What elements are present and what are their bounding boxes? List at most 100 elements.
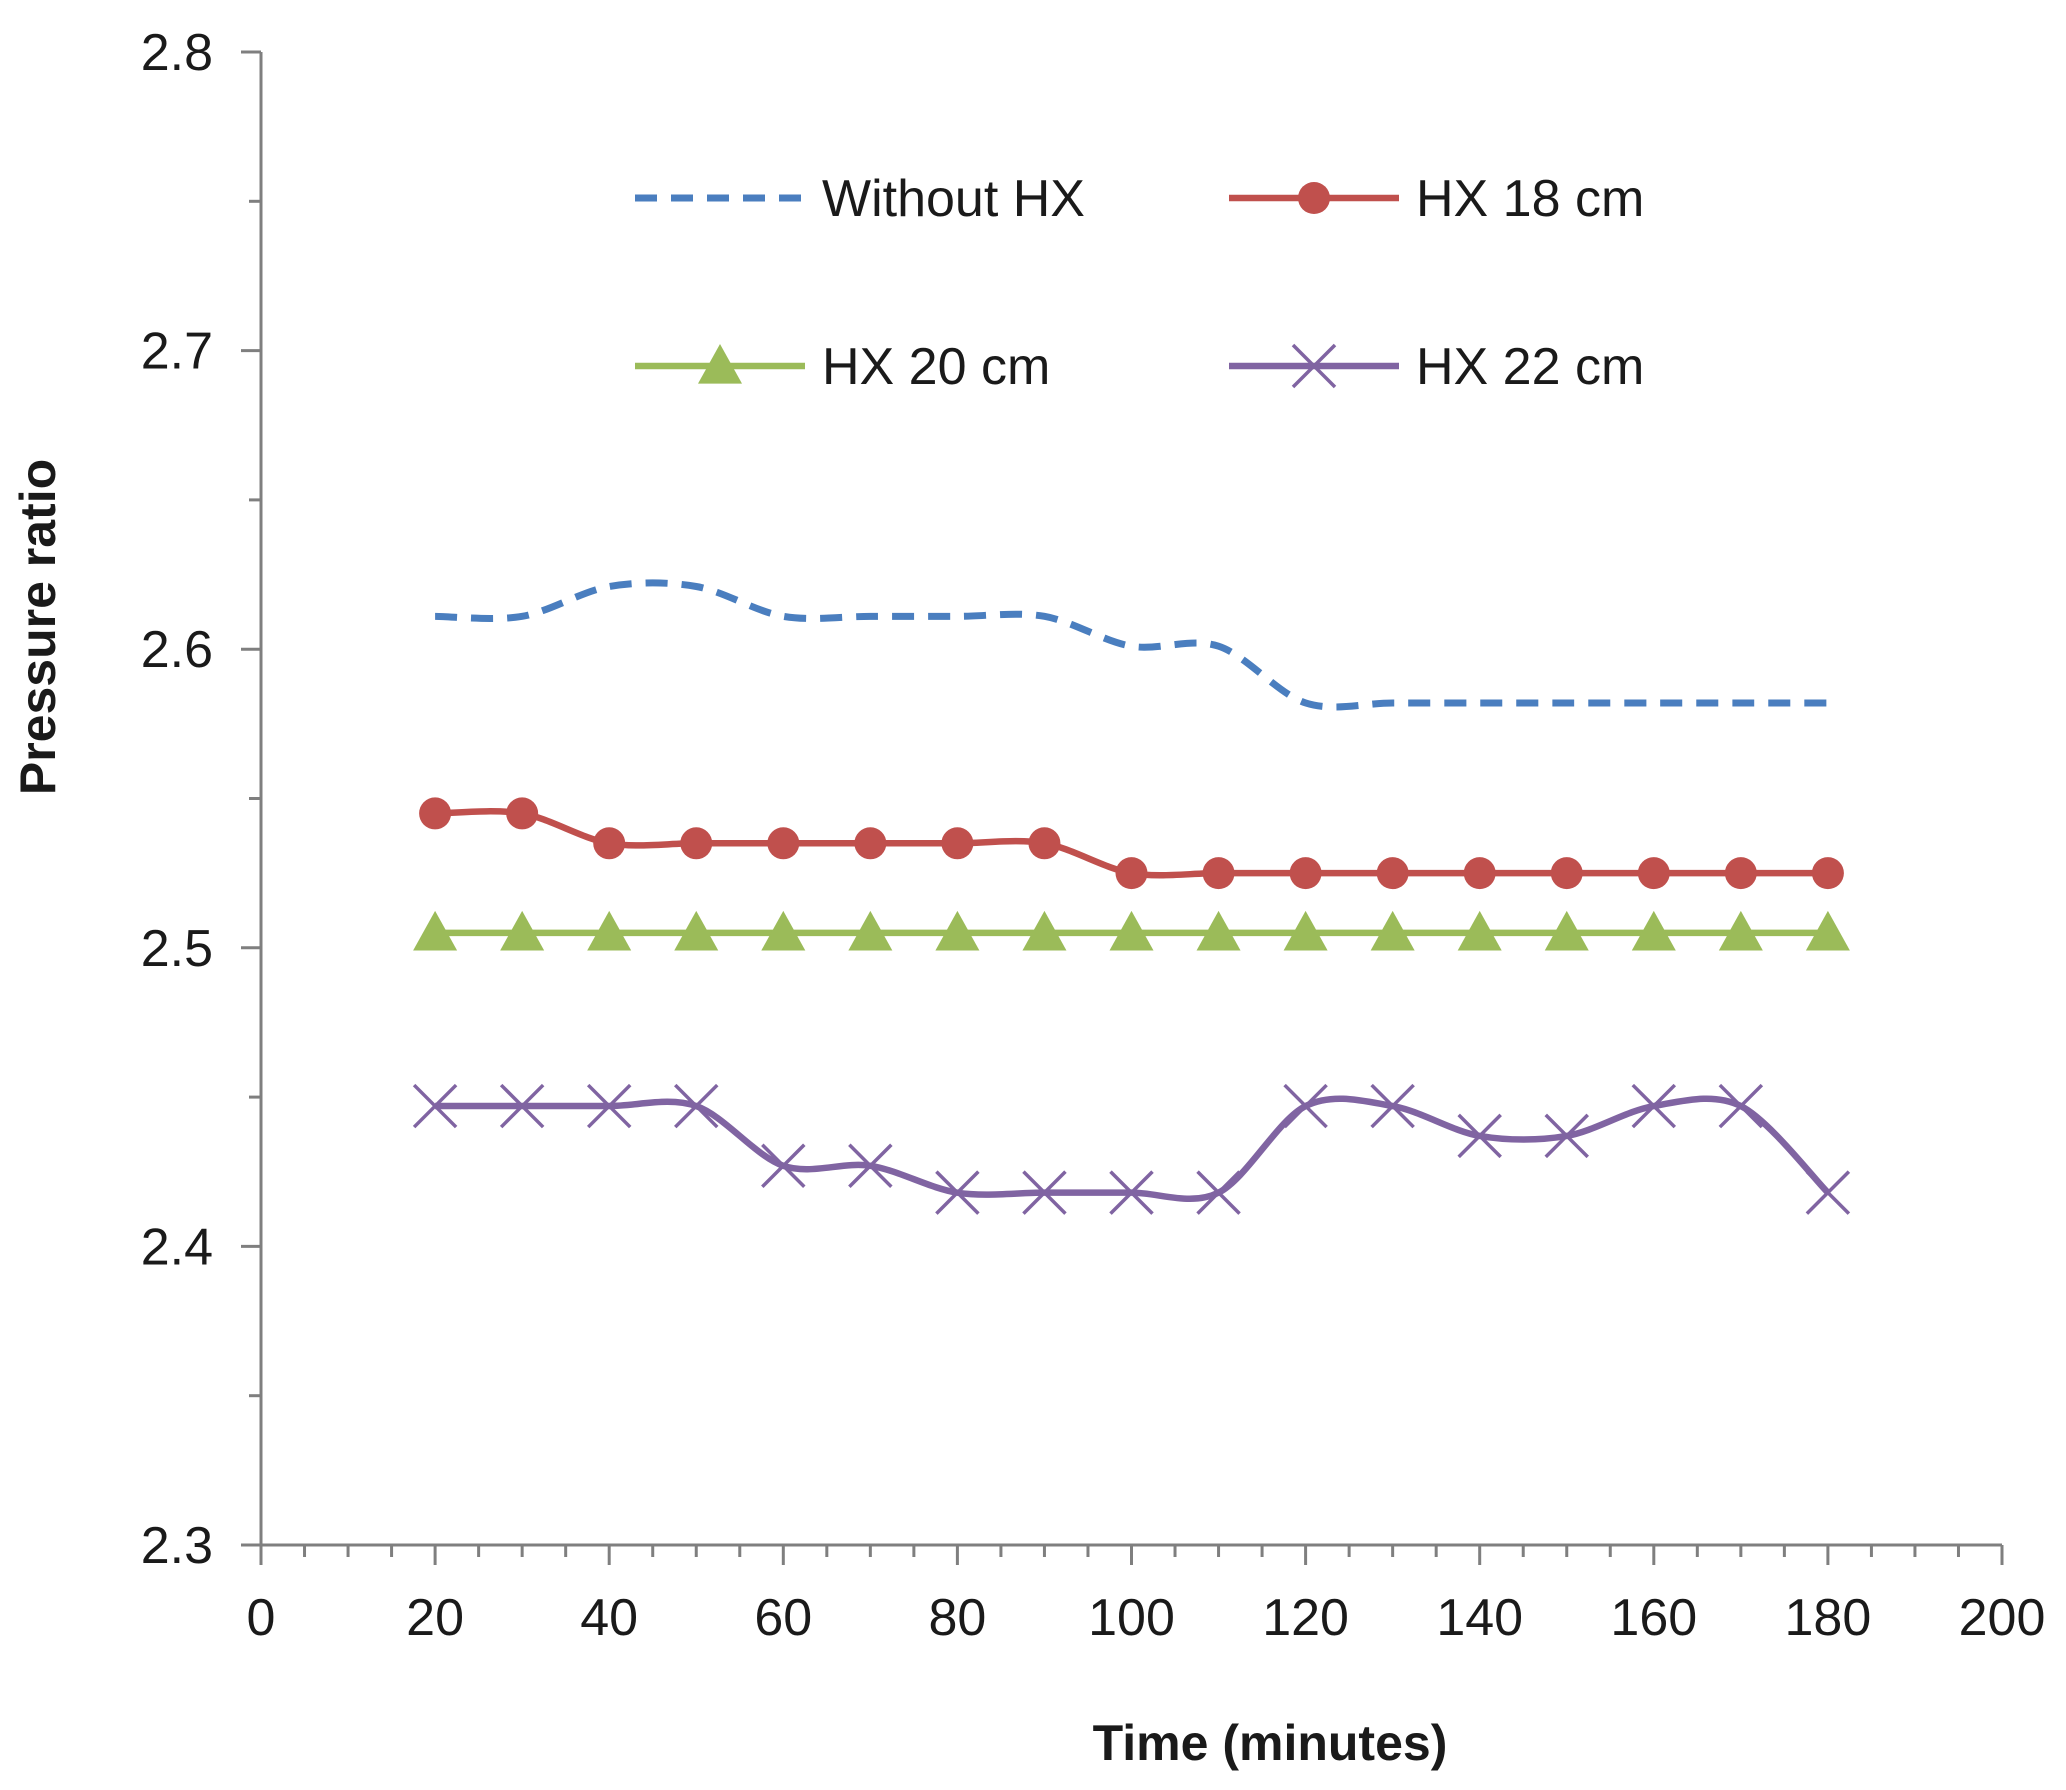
data-point-hx-20-cm xyxy=(1370,910,1415,951)
data-point-hx-18-cm xyxy=(1550,857,1583,890)
x-marker-stroke xyxy=(935,1170,980,1215)
data-point-hx-20-cm xyxy=(1283,910,1328,951)
data-point-hx-20-cm xyxy=(761,910,806,951)
x-tick-label: 100 xyxy=(1088,1589,1175,1647)
data-point-hx-20-cm xyxy=(1457,910,1502,951)
data-point-hx-22-cm xyxy=(1805,1170,1851,1215)
data-point-hx-22-cm xyxy=(412,1083,458,1129)
x-marker-stroke xyxy=(499,1083,545,1129)
legend-marker-hx-18-cm xyxy=(1298,182,1330,214)
x-marker-stroke xyxy=(1283,1083,1328,1129)
data-point-hx-22-cm xyxy=(1457,1113,1502,1159)
data-point-hx-22-cm xyxy=(1022,1170,1067,1215)
data-point-hx-18-cm xyxy=(1115,857,1148,890)
y-tick-label: 2.5 xyxy=(141,920,213,978)
x-marker-stroke xyxy=(1370,1083,1415,1129)
x-marker-stroke xyxy=(1457,1113,1502,1159)
data-point-hx-18-cm xyxy=(1724,857,1757,890)
x-tick-label: 40 xyxy=(580,1589,638,1647)
data-point-hx-20-cm xyxy=(500,910,545,951)
legend-label-hx-20-cm: HX 20 cm xyxy=(822,338,1050,396)
y-tick-label: 2.8 xyxy=(141,24,213,82)
legend-entry-hx-18-cm: HX 18 cm xyxy=(1229,170,1644,228)
legend-entry-hx-22-cm: HX 22 cm xyxy=(1229,338,1644,396)
data-point-hx-20-cm xyxy=(1196,910,1241,951)
data-point-hx-22-cm xyxy=(1283,1083,1328,1129)
series-line-without-hx xyxy=(435,579,1828,711)
data-point-hx-22-cm xyxy=(935,1170,980,1215)
y-tick-label: 2.6 xyxy=(141,621,213,679)
legend: Without HX HX 18 cm HX 20 cm HX 22 cm xyxy=(635,170,1644,396)
data-point-hx-22-cm xyxy=(1370,1083,1415,1129)
data-point-hx-18-cm xyxy=(854,827,887,860)
x-tick-label: 160 xyxy=(1610,1589,1697,1647)
data-point-hx-18-cm xyxy=(1637,857,1670,890)
data-point-hx-22-cm xyxy=(499,1083,545,1129)
legend-entry-without-hx: Without HX xyxy=(635,170,1085,228)
data-point-hx-18-cm xyxy=(1376,857,1409,890)
x-marker-stroke xyxy=(848,1143,893,1189)
x-marker-stroke xyxy=(412,1083,458,1129)
data-point-hx-20-cm xyxy=(587,910,632,951)
x-tick-label: 120 xyxy=(1262,1589,1349,1647)
x-marker-stroke xyxy=(1196,1170,1241,1215)
x-marker-stroke xyxy=(1544,1113,1589,1159)
legend-label-hx-18-cm: HX 18 cm xyxy=(1416,170,1644,228)
data-point-hx-18-cm xyxy=(1028,827,1061,860)
data-point-hx-20-cm xyxy=(674,910,719,951)
x-marker-stroke xyxy=(1291,343,1337,389)
x-tick-label: 140 xyxy=(1436,1589,1523,1647)
x-tick-label: 180 xyxy=(1785,1589,1872,1647)
data-point-hx-18-cm xyxy=(767,827,800,860)
y-tick-label: 2.7 xyxy=(141,323,213,381)
series-layer xyxy=(412,579,1851,1215)
x-marker-stroke xyxy=(586,1083,632,1129)
x-tick-label: 0 xyxy=(247,1589,276,1647)
data-point-hx-22-cm xyxy=(1544,1113,1589,1159)
series-hx-20-cm xyxy=(413,910,1850,951)
axes: 2.3 2.4 2.5 2.6 2.7 2.8 0 20 40 60 80 100 120 140 160 1… xyxy=(141,24,2046,1647)
data-point-hx-22-cm xyxy=(1718,1083,1764,1129)
data-point-hx-20-cm xyxy=(1718,910,1763,951)
data-point-hx-20-cm xyxy=(848,910,893,951)
legend-label-hx-22-cm: HX 22 cm xyxy=(1416,338,1644,396)
y-tick-label: 2.3 xyxy=(141,1517,213,1575)
legend-marker-hx-22-cm xyxy=(1291,343,1337,389)
x-marker-stroke xyxy=(1805,1170,1851,1215)
data-point-hx-20-cm xyxy=(1805,910,1850,951)
data-point-hx-18-cm xyxy=(1289,857,1322,890)
series-hx-18-cm xyxy=(419,797,1844,890)
x-marker-stroke xyxy=(1022,1170,1067,1215)
x-marker-stroke xyxy=(1109,1170,1154,1215)
x-tick-label: 60 xyxy=(754,1589,812,1647)
data-point-hx-18-cm xyxy=(941,827,974,860)
data-point-hx-22-cm xyxy=(761,1143,806,1189)
data-point-hx-18-cm xyxy=(680,827,713,860)
data-point-hx-22-cm xyxy=(848,1143,893,1189)
data-point-hx-18-cm xyxy=(1202,857,1235,890)
y-axis-title: Pressure ratio xyxy=(10,459,66,795)
data-point-hx-18-cm xyxy=(506,797,539,830)
data-point-hx-22-cm xyxy=(1109,1170,1154,1215)
legend-marker-hx-20-cm xyxy=(698,344,742,384)
data-point-hx-18-cm xyxy=(1811,857,1844,890)
data-point-hx-20-cm xyxy=(413,910,458,951)
series-line-hx-22-cm xyxy=(435,1095,1831,1203)
data-point-hx-22-cm xyxy=(586,1083,632,1129)
x-tick-label: 80 xyxy=(928,1589,986,1647)
x-axis-title: Time (minutes) xyxy=(1093,1715,1448,1771)
legend-label-without-hx: Without HX xyxy=(822,170,1085,228)
data-point-hx-20-cm xyxy=(935,910,980,951)
data-point-hx-20-cm xyxy=(1109,910,1154,951)
x-tick-label: 200 xyxy=(1959,1589,2046,1647)
data-point-hx-20-cm xyxy=(1022,910,1067,951)
series-without-hx xyxy=(435,579,1828,711)
data-point-hx-20-cm xyxy=(1544,910,1589,951)
y-tick-label: 2.4 xyxy=(141,1218,213,1276)
x-marker-stroke xyxy=(1631,1083,1677,1129)
data-point-hx-18-cm xyxy=(419,797,452,830)
data-point-hx-22-cm xyxy=(1631,1083,1677,1129)
data-point-hx-22-cm xyxy=(1196,1170,1241,1215)
data-point-hx-18-cm xyxy=(1463,857,1496,890)
